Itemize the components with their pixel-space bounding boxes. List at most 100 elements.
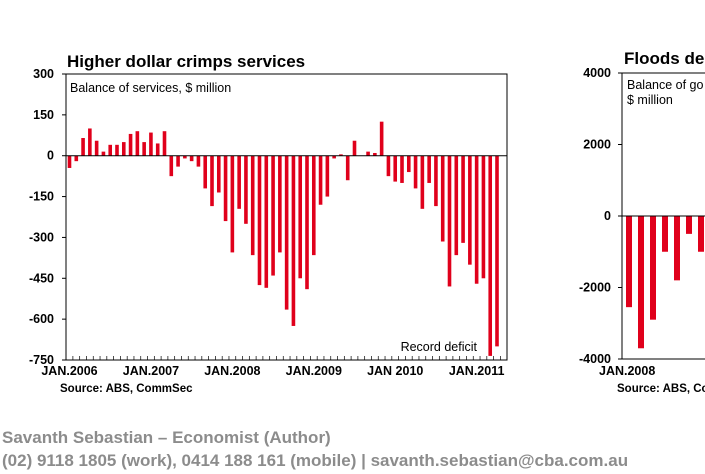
bar [393, 155, 398, 182]
bar [686, 216, 692, 234]
x-tick-label: JAN.2011 [449, 364, 505, 378]
bar [318, 155, 323, 205]
bar [638, 216, 644, 349]
inner-series-label: Balance of go [627, 78, 703, 92]
y-tick-label: -300 [29, 230, 54, 244]
y-tick-label: -750 [29, 353, 54, 367]
x-tick-label: JAN.2008 [204, 364, 260, 378]
bar [698, 216, 704, 252]
bar [223, 155, 228, 222]
y-tick-label: 0 [47, 149, 54, 163]
chart-title: Higher dollar crimps services [67, 52, 305, 71]
bar [386, 155, 391, 177]
y-axis-tick-labels: 4000 2000 0 -2000 -4000 [579, 66, 622, 366]
x-tick-label: JAN.2009 [286, 364, 342, 378]
x-tick-label: JAN.2007 [123, 364, 179, 378]
annotation-label: Record deficit [401, 340, 478, 354]
x-tick-label: JAN.2008 [599, 364, 655, 378]
bar [108, 144, 113, 156]
bar [662, 216, 668, 252]
bar [305, 155, 309, 290]
bar [434, 155, 438, 207]
author-line: Savanth Sebastian – Economist (Author) [2, 428, 331, 447]
bar [278, 155, 282, 253]
inner-series-label: Balance of services, $ million [70, 81, 231, 95]
y-tick-label: -600 [29, 312, 54, 326]
y-axis-tick-labels: 300 150 0 -150 -300 -450 -600 -750 [29, 67, 66, 367]
bar [271, 155, 275, 276]
bar [650, 216, 656, 320]
y-tick-label: 150 [33, 108, 54, 122]
bar [461, 155, 465, 243]
chart-title: Floods de [624, 49, 704, 68]
bar [626, 216, 632, 308]
bar [488, 155, 493, 356]
bar [298, 155, 303, 279]
bar [373, 152, 377, 156]
bar [135, 131, 140, 156]
services-balance-chart: Higher dollar crimps services Balance of… [29, 52, 508, 395]
bar [468, 155, 472, 265]
bar [413, 155, 418, 189]
bar [325, 155, 330, 197]
source-note: Source: ABS, Co [617, 383, 705, 395]
bar [74, 155, 79, 162]
bar [311, 155, 316, 256]
bar [142, 142, 146, 156]
bar [332, 155, 336, 159]
bar [149, 132, 153, 156]
bar [176, 155, 180, 167]
bar [454, 155, 459, 256]
y-tick-label: 2000 [583, 138, 611, 152]
bar [366, 151, 370, 156]
x-tick-label: JAN 2010 [367, 364, 423, 378]
bar [203, 155, 208, 189]
bar [155, 143, 160, 156]
bar [216, 155, 221, 193]
bar [115, 144, 119, 156]
bar [379, 121, 384, 156]
bar [264, 155, 269, 288]
inner-series-unit: $ million [627, 93, 673, 107]
bar [406, 155, 411, 173]
y-tick-label: -4000 [579, 352, 611, 366]
bar [291, 155, 296, 326]
bar [121, 142, 126, 156]
bar [420, 155, 425, 209]
bar [244, 155, 248, 224]
bar [345, 155, 350, 181]
bar [400, 155, 404, 183]
bar [101, 151, 106, 156]
y-tick-label: -2000 [579, 281, 611, 295]
y-tick-label: 0 [604, 209, 611, 223]
bar [257, 155, 262, 286]
bar [427, 155, 431, 183]
x-axis-tick-marks [65, 356, 501, 360]
bars [626, 216, 704, 349]
contact-line: (02) 9118 1805 (work), 0414 188 161 (mob… [2, 451, 629, 470]
bar [210, 155, 214, 207]
bar [230, 155, 235, 253]
bar [284, 155, 289, 310]
bar [128, 133, 133, 156]
bar [81, 138, 85, 156]
y-tick-label: -450 [29, 271, 54, 285]
bar [189, 155, 194, 162]
y-tick-label: -150 [29, 190, 54, 204]
y-tick-label: 300 [33, 67, 54, 81]
x-axis-tick-labels: JAN.2006 JAN.2007 JAN.2008 JAN.2009 JAN 2010… [41, 364, 504, 378]
goods-balance-chart: Floods de Balance of go $ million 4000 20… [579, 49, 705, 395]
bar [237, 155, 241, 209]
source-note: Source: ABS, CommSec [60, 383, 193, 395]
bar [481, 155, 486, 279]
bar [88, 128, 92, 156]
bar [674, 216, 680, 281]
bar [495, 155, 499, 347]
bar [169, 155, 174, 177]
bar [440, 155, 445, 242]
bar [447, 155, 452, 287]
bar [94, 140, 99, 156]
x-tick-label: JAN.2006 [41, 364, 97, 378]
bar [474, 155, 479, 284]
bar [183, 155, 187, 159]
